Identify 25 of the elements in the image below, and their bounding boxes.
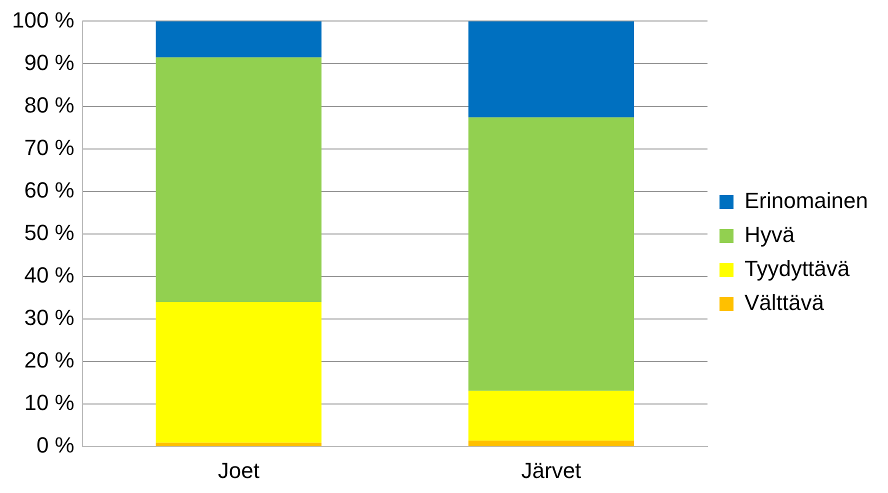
legend-label: Erinomainen bbox=[744, 188, 868, 214]
bar bbox=[156, 442, 322, 446]
y-tick-label: 100 % bbox=[12, 7, 74, 32]
y-tick-label: 40 % bbox=[24, 262, 74, 288]
legend-label: Tyydyttävä bbox=[744, 256, 850, 282]
legend-label: Hyvä bbox=[744, 222, 796, 248]
x-tick-label: Järvet bbox=[521, 458, 582, 483]
y-tick-label: 70 % bbox=[24, 134, 74, 160]
y-tick-label: 30 % bbox=[24, 305, 74, 330]
y-tick-label: 20 % bbox=[24, 348, 74, 373]
bar bbox=[468, 440, 634, 446]
y-tick-label: 80 % bbox=[24, 92, 74, 118]
x-tick-label: Joet bbox=[218, 458, 260, 483]
bar bbox=[156, 302, 322, 443]
bar bbox=[468, 390, 634, 441]
bar bbox=[468, 21, 634, 118]
y-tick-label: 10 % bbox=[24, 390, 74, 416]
y-tick-label: 0 % bbox=[36, 432, 74, 458]
y-tick-label: 50 % bbox=[24, 220, 74, 245]
bar bbox=[156, 21, 322, 58]
bar bbox=[468, 117, 634, 391]
y-tick-label: 90 % bbox=[24, 50, 74, 75]
legend-label: Välttävä bbox=[744, 290, 825, 316]
y-tick-label: 60 % bbox=[24, 177, 74, 202]
bar bbox=[156, 57, 322, 302]
